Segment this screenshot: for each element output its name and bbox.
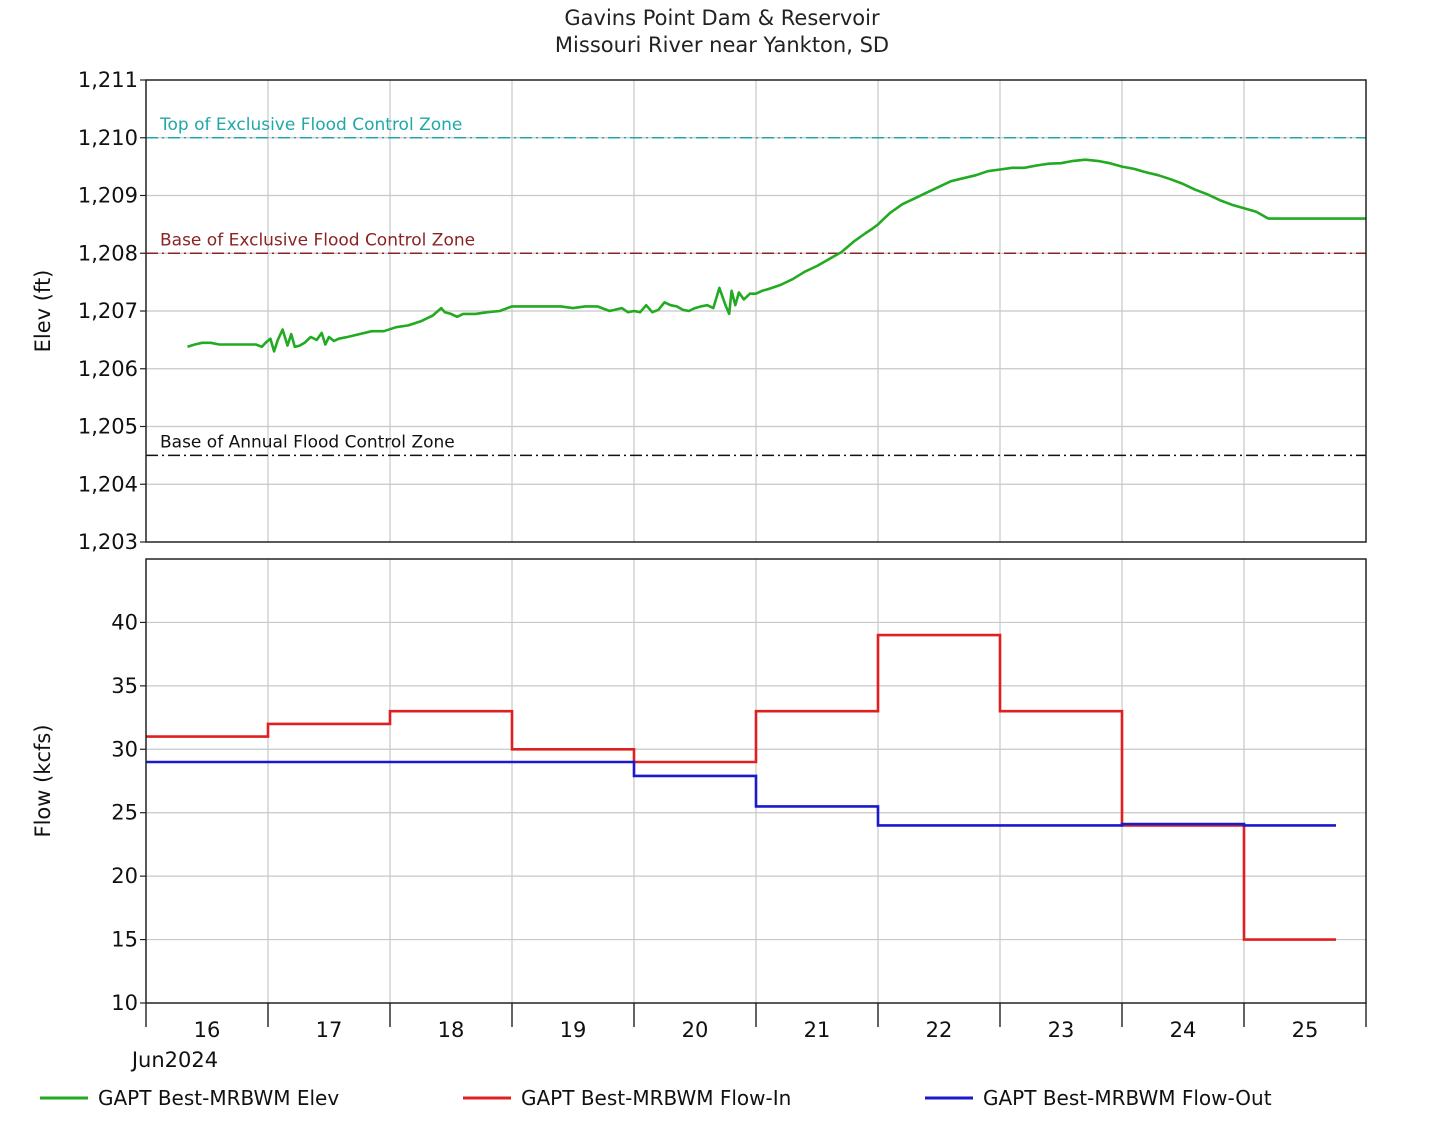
elev-ytick-label: 1,205 bbox=[78, 415, 138, 439]
flow-ytick-label: 30 bbox=[111, 737, 138, 761]
x-tick-label: 24 bbox=[1170, 1018, 1197, 1042]
flow-ytick-label: 40 bbox=[111, 610, 138, 634]
elev-ytick-label: 1,208 bbox=[78, 241, 138, 265]
elev-ytick-label: 1,206 bbox=[78, 357, 138, 381]
elev-ytick-label: 1,207 bbox=[78, 299, 138, 323]
flow-ytick-label: 25 bbox=[111, 801, 138, 825]
flow-ytick-label: 10 bbox=[111, 991, 138, 1015]
x-tick-label: 22 bbox=[926, 1018, 953, 1042]
elev-series-line bbox=[187, 158, 1366, 353]
legend-label-flow-in: GAPT Best-MRBWM Flow-In bbox=[521, 1086, 791, 1110]
flow-ytick-label: 15 bbox=[111, 928, 138, 952]
flow-ytick-label: 20 bbox=[111, 864, 138, 888]
x-axis-label: Jun2024 bbox=[130, 1048, 218, 1072]
x-tick-label: 23 bbox=[1048, 1018, 1075, 1042]
elev-ytick-label: 1,210 bbox=[78, 126, 138, 150]
x-tick-label: 25 bbox=[1292, 1018, 1319, 1042]
elevation-panel: Top of Exclusive Flood Control Zone Base … bbox=[31, 68, 1367, 554]
ref-line-base-exclusive-label: Base of Exclusive Flood Control Zone bbox=[160, 230, 475, 250]
flow-panel: 10 15 20 25 30 35 40 Flow (kcfs) 16 17 18 19 20 21 22 2… bbox=[31, 558, 1367, 1072]
flow-in-series-line bbox=[146, 633, 1336, 941]
elev-ytick-label: 1,203 bbox=[78, 530, 138, 554]
x-tick-label: 21 bbox=[804, 1018, 831, 1042]
elev-ytick-label: 1,209 bbox=[78, 184, 138, 208]
elev-y-axis-label: Elev (ft) bbox=[31, 270, 55, 353]
flow-out-series-line bbox=[146, 760, 1336, 827]
elev-ytick-label: 1,211 bbox=[78, 68, 138, 92]
ref-line-top-exclusive-label: Top of Exclusive Flood Control Zone bbox=[159, 115, 462, 135]
x-tick-label: 18 bbox=[438, 1018, 465, 1042]
x-tick-label: 19 bbox=[560, 1018, 587, 1042]
chart-subtitle: Missouri River near Yankton, SD bbox=[555, 33, 889, 57]
legend-label-flow-out: GAPT Best-MRBWM Flow-Out bbox=[983, 1086, 1272, 1110]
x-tick-label: 20 bbox=[682, 1018, 709, 1042]
chart-title: Gavins Point Dam & Reservoir bbox=[564, 6, 880, 30]
elev-ytick-label: 1,204 bbox=[78, 472, 138, 496]
flow-ytick-label: 35 bbox=[111, 674, 138, 698]
legend: GAPT Best-MRBWM Elev GAPT Best-MRBWM Flo… bbox=[40, 1086, 1272, 1110]
legend-label-elev: GAPT Best-MRBWM Elev bbox=[98, 1086, 339, 1110]
flow-y-axis-label: Flow (kcfs) bbox=[31, 724, 55, 837]
ref-line-base-annual-label: Base of Annual Flood Control Zone bbox=[160, 432, 455, 452]
x-tick-label: 17 bbox=[316, 1018, 343, 1042]
x-tick-label: 16 bbox=[194, 1018, 221, 1042]
